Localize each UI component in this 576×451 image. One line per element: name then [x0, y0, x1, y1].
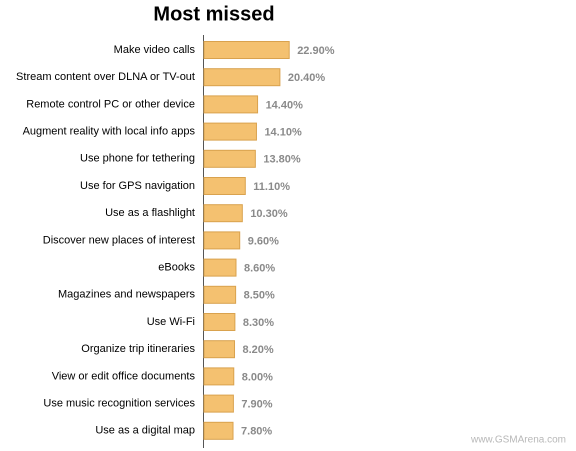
category-label: Use as a flashlight [105, 207, 195, 219]
value-label: 14.40% [266, 99, 304, 111]
bar [203, 177, 246, 195]
category-label: Use phone for tethering [80, 153, 195, 165]
value-label: 8.30% [243, 317, 274, 329]
category-label: Stream content over DLNA or TV-out [16, 71, 195, 83]
category-label: Use Wi-Fi [147, 316, 195, 328]
bar [203, 68, 281, 87]
category-label: View or edit office documents [52, 370, 196, 382]
category-label: Magazines and newspapers [58, 289, 195, 301]
value-label: 22.90% [297, 45, 335, 57]
value-label: 14.10% [264, 127, 302, 139]
watermark: www.GSMArena.com [470, 435, 566, 446]
category-label: Make video calls [114, 44, 196, 56]
category-label: Remote control PC or other device [26, 98, 195, 110]
bar [203, 421, 234, 440]
category-label: Use for GPS navigation [80, 180, 195, 192]
value-label: 8.20% [243, 344, 274, 356]
bar [203, 285, 237, 304]
category-label: Augment reality with local info apps [23, 126, 196, 138]
value-label: 20.40% [288, 72, 326, 84]
bar [203, 231, 241, 250]
bar [203, 340, 236, 359]
bar [203, 149, 256, 168]
category-label: Use music recognition services [43, 398, 195, 410]
chart-title: Most missed [153, 3, 274, 25]
category-label: Organize trip itineraries [81, 343, 195, 355]
value-label: 7.90% [241, 399, 272, 411]
bar [203, 313, 236, 331]
category-label: Use as a digital map [95, 425, 195, 437]
value-label: 9.60% [248, 235, 279, 247]
value-label: 7.80% [241, 426, 272, 438]
category-label: eBooks [158, 262, 195, 274]
value-label: 8.50% [244, 290, 275, 302]
bar [203, 394, 234, 413]
bar [203, 204, 243, 223]
value-label: 8.00% [242, 371, 273, 383]
category-label: Discover new places of interest [43, 234, 195, 246]
bar [203, 41, 290, 59]
bar [203, 95, 259, 114]
value-label: 11.10% [253, 181, 290, 193]
value-label: 13.80% [263, 154, 301, 166]
bar [203, 367, 235, 386]
value-label: 8.60% [244, 263, 275, 275]
bar [203, 258, 237, 277]
bar [203, 122, 257, 141]
value-label: 10.30% [250, 208, 288, 220]
